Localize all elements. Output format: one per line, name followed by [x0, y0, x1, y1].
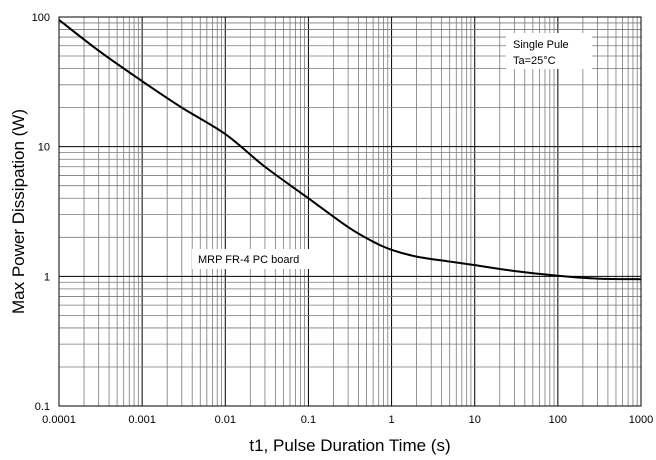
conditions-label-line1: Single Pule — [513, 39, 569, 51]
conditions-label-line2: Ta=25°C — [513, 55, 556, 67]
y-tick-label: 1 — [44, 271, 50, 283]
conditions-label-box — [506, 33, 592, 69]
x-tick-labels: 0.0001 0.001 0.01 0.1 1 10 100 1000 — [42, 414, 653, 426]
x-tick-label: 0.1 — [301, 414, 316, 426]
y-tick-label: 10 — [38, 142, 50, 154]
x-tick-label: 0.001 — [128, 414, 156, 426]
x-tick-label: 100 — [549, 414, 567, 426]
x-tick-label: 1000 — [629, 414, 653, 426]
y-tick-label: 100 — [32, 12, 50, 24]
y-tick-labels: 0.1 1 10 100 — [32, 12, 50, 413]
x-tick-label: 0.0001 — [42, 414, 76, 426]
y-tick-label: 0.1 — [35, 401, 50, 413]
x-tick-label: 10 — [469, 414, 481, 426]
y-axis-title: Max Power Dissipation (W) — [9, 109, 28, 314]
plot-frame — [58, 16, 642, 407]
data-line — [58, 19, 642, 281]
x-axis-title: t1, Pulse Duration Time (s) — [249, 436, 450, 455]
board-label: MRP FR-4 PC board — [198, 254, 299, 266]
board-label-box — [192, 249, 320, 269]
grid-lines — [58, 17, 641, 407]
x-tick-label: 0.01 — [215, 414, 236, 426]
x-tick-label: 1 — [389, 414, 395, 426]
